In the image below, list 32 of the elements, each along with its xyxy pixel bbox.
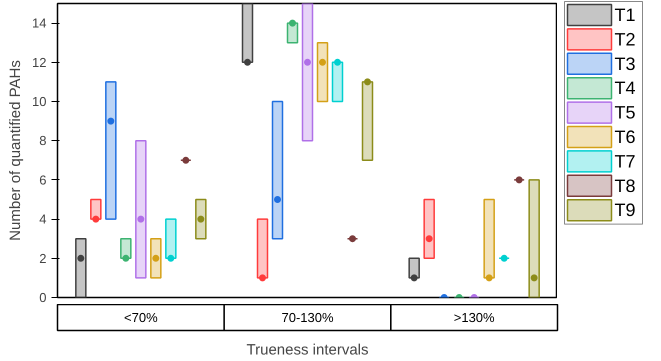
bar — [75, 238, 87, 298]
legend-label: T9 — [614, 200, 636, 220]
y-tick-label: 6 — [39, 172, 47, 188]
bar — [105, 81, 117, 220]
legend-label: T2 — [614, 29, 636, 50]
x-tick-label: <70% — [124, 310, 158, 325]
legend-label: T5 — [614, 102, 636, 123]
bar — [423, 198, 435, 260]
x-tick-label: >130% — [454, 310, 496, 325]
y-tick-label: 12 — [32, 54, 47, 70]
bar — [150, 238, 162, 279]
legend-label: T7 — [614, 151, 636, 172]
x-tick-label: 70-130% — [281, 310, 334, 325]
y-tick-label: 10 — [32, 94, 47, 109]
y-tick-label: 2 — [39, 250, 47, 266]
bar — [272, 100, 284, 240]
bar — [316, 42, 328, 102]
x-axis-title: Trueness intervals — [246, 342, 369, 358]
legend-label: T6 — [614, 127, 636, 147]
y-tick-label: 8 — [39, 133, 47, 148]
y-axis-title: Number of quantified PAHs — [7, 60, 24, 241]
bar — [302, 4, 314, 142]
legend-label: T1 — [614, 5, 636, 25]
bar — [528, 179, 540, 298]
bar — [195, 198, 207, 240]
y-tick-label: 0 — [39, 290, 47, 305]
legend-label: T3 — [614, 54, 636, 74]
bar — [135, 140, 147, 279]
y-tick-label: 14 — [32, 16, 47, 31]
y-tick-label: 4 — [39, 212, 47, 227]
legend-label: T8 — [614, 176, 636, 196]
legend-label: T4 — [614, 78, 636, 98]
